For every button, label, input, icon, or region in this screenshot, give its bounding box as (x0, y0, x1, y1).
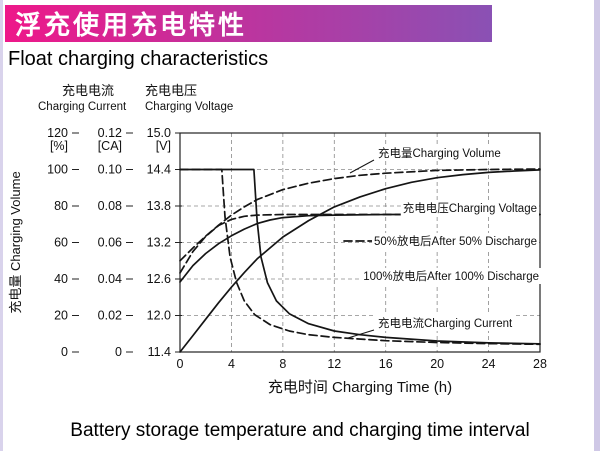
voltage-tick-label: 12.0 (147, 309, 171, 323)
series-charging-volume-after-100-discharge (179, 169, 541, 353)
volume-tick-label: 20 (54, 309, 68, 323)
annotation-label: 100%放电后After 100% Discharge (363, 269, 539, 283)
float-charging-chart: 120100806040200[%]0.120.100.080.060.040.… (8, 83, 547, 396)
current-tick-label: 0.02 (98, 309, 122, 323)
current-tick-label: 0.04 (98, 272, 122, 286)
volume-axis-title: 充电量 Charging Volume (8, 171, 23, 313)
voltage-axis-title-en: Charging Voltage (145, 101, 233, 113)
annotation-label-background (376, 145, 503, 161)
voltage-tick-label: 11.4 (148, 345, 171, 359)
annotation-label-background (400, 200, 539, 216)
x-tick-label: 8 (279, 357, 286, 371)
voltage-unit-label: [V] (156, 139, 171, 153)
volume-tick-label: 0 (61, 345, 68, 359)
page-edge-left-decoration (0, 0, 3, 451)
annotation-label-background (361, 268, 541, 284)
annotation-label: 充电电压Charging Voltage (403, 201, 537, 215)
bottom-caption: Battery storage temperature and charging… (70, 420, 530, 441)
current-tick-label: 0.12 (98, 126, 122, 140)
title-banner: 浮充使用充电特性 (5, 5, 492, 42)
current-axis-title-cn: 充电电流 (62, 83, 114, 98)
current-tick-label: 0.06 (98, 236, 122, 250)
page-subtitle: Float charging characteristics (8, 48, 269, 70)
x-axis-title: 充电时间 Charging Time (h) (268, 379, 452, 396)
current-unit-label: [CA] (98, 139, 122, 153)
x-tick-label: 24 (482, 357, 496, 371)
x-tick-label: 20 (430, 357, 444, 371)
x-tick-label: 0 (177, 357, 184, 371)
current-tick-label: 0.10 (98, 163, 122, 177)
volume-tick-label: 120 (47, 126, 68, 140)
volume-tick-label: 40 (54, 272, 68, 286)
annotation-label-background (376, 315, 516, 331)
x-tick-label: 4 (228, 357, 235, 371)
annotation-label: 充电电流Charging Current (378, 316, 513, 330)
page-edge-right-decoration (594, 0, 600, 451)
current-axis-title-en: Charging Current (38, 101, 127, 113)
voltage-tick-label: 12.6 (147, 272, 171, 286)
voltage-tick-label: 14.4 (147, 163, 171, 177)
annotation-label: 50%放电后After 50% Discharge (374, 234, 537, 248)
annotation-leader-line (347, 329, 375, 339)
voltage-tick-label: 13.2 (147, 236, 171, 250)
volume-unit-label: [%] (50, 139, 68, 153)
volume-tick-label: 80 (54, 199, 68, 213)
annotation-label: 充电量Charging Volume (378, 146, 501, 160)
current-tick-label: 0.08 (98, 199, 122, 213)
current-tick-label: 0 (115, 345, 122, 359)
voltage-axis-title-cn: 充电电压 (145, 83, 197, 98)
x-tick-label: 28 (533, 357, 547, 371)
volume-tick-label: 60 (54, 236, 68, 250)
voltage-tick-label: 15.0 (147, 126, 171, 140)
series-charging-current-after-50-discharge (179, 168, 541, 346)
x-tick-label: 12 (327, 357, 341, 371)
volume-tick-label: 100 (47, 163, 68, 177)
banner-title: 浮充使用充电特性 (15, 10, 248, 40)
series-charging-current-after-100-discharge (179, 168, 541, 345)
voltage-tick-label: 13.8 (147, 199, 171, 213)
annotation-leader-line (349, 159, 375, 174)
x-tick-label: 16 (379, 357, 393, 371)
annotation-label-background (372, 233, 539, 249)
